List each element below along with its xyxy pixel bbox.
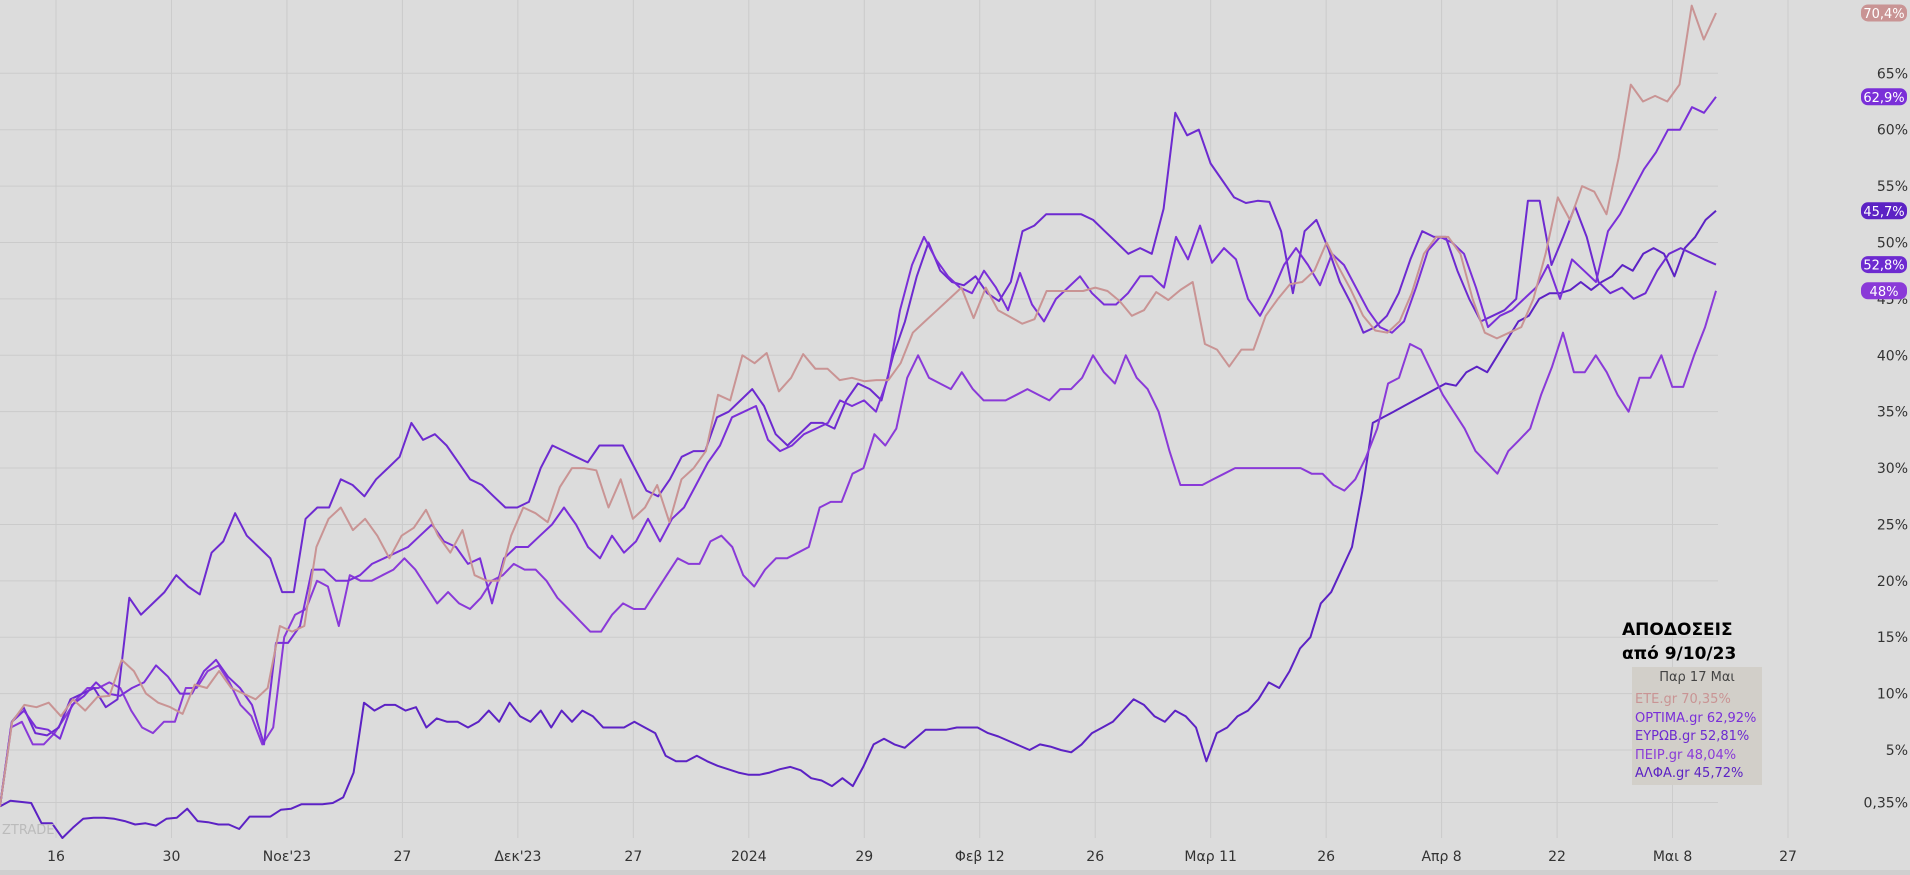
x-tick-label: 2024 [731, 849, 767, 865]
tooltip-row-peir: ΠΕΙΡ.gr 48,04% [1635, 747, 1737, 763]
tooltip-date: Παρ 17 Μαι [1659, 670, 1735, 685]
tooltip-row-optima: ΟΡΤΙΜΑ.gr 62,92% [1635, 710, 1757, 726]
y-tick-label: 0,35% [1864, 795, 1908, 811]
y-tick-label: 40% [1877, 348, 1908, 364]
x-tick-label: Μαι 8 [1653, 849, 1692, 865]
end-label-text: 62,9% [1863, 91, 1904, 106]
y-tick-label: 60% [1877, 123, 1908, 139]
x-tick-label: 22 [1548, 849, 1566, 865]
y-tick-label: 25% [1877, 517, 1908, 533]
x-axis-scrollbar[interactable] [0, 870, 1910, 875]
x-tick-label: Απρ 8 [1421, 849, 1461, 865]
x-tick-label: 26 [1317, 849, 1335, 865]
x-tick-label: 27 [1779, 849, 1797, 865]
tooltip-row-alfa: ΑΛΦΑ.gr 45,72% [1635, 766, 1744, 781]
series-line-0 [0, 4, 1717, 807]
series-line-4 [0, 210, 1717, 839]
y-tick-label: 20% [1877, 574, 1908, 590]
x-tick-label: Φεβ 12 [955, 849, 1005, 865]
series-end-labels: 70,4% 62,9% 45,7% 52,8% 48% [1861, 4, 1907, 300]
x-tick-label: 27 [393, 849, 411, 865]
x-axis-tick-labels: 16 30 Νοε'23 27 Δεκ'23 27 2024 29 Φεβ 12 26 Μαρ 11… [47, 849, 1797, 865]
horizontal-gridlines [0, 72, 1718, 803]
y-tick-label: 10% [1877, 687, 1908, 703]
series-line-1 [0, 96, 1717, 807]
tooltip-row-ete: ΕΤΕ.gr 70,35% [1635, 692, 1731, 707]
x-tick-label: 16 [47, 849, 65, 865]
y-axis-tick-labels: 0,35%5%10%15%20%25%30%35%40%45%50%55%60%… [1864, 66, 1908, 811]
y-tick-label: 55% [1877, 179, 1908, 195]
watermark: ZTRADE [2, 823, 54, 838]
x-tick-label: 26 [1086, 849, 1104, 865]
end-label-badge [1861, 88, 1907, 106]
end-label-badge [1861, 4, 1907, 22]
series-line-2 [0, 111, 1717, 807]
tooltip-row-eurob: ΕΥΡΩΒ.gr 52,81% [1635, 729, 1750, 744]
end-label-badge [1861, 202, 1907, 220]
end-label-badge [1861, 256, 1907, 274]
chart-title: ΑΠΟΔΟΣΕΙΣ από 9/10/23 [1622, 620, 1737, 664]
y-tick-label: 5% [1886, 743, 1908, 759]
x-tick-label: Μαρ 11 [1184, 849, 1236, 865]
x-tick-label: Νοε'23 [263, 849, 311, 865]
vertical-gridlines [55, 0, 1789, 838]
end-label-text: 48% [1870, 285, 1899, 300]
y-tick-label: 50% [1877, 235, 1908, 251]
y-tick-label: 35% [1877, 405, 1908, 421]
x-tick-label: 30 [163, 849, 181, 865]
series-lines [0, 4, 1717, 839]
end-label-badge [1861, 282, 1907, 300]
x-tick-label: 27 [624, 849, 642, 865]
end-label-text: 70,4% [1863, 7, 1904, 22]
end-label-text: 45,7% [1863, 205, 1904, 220]
y-tick-label: 65% [1877, 66, 1908, 82]
x-tick-label: Δεκ'23 [494, 849, 541, 865]
y-tick-label: 15% [1877, 630, 1908, 646]
x-tick-label: 29 [855, 849, 873, 865]
crosshair-tooltip: Παρ 17 Μαι ΕΤΕ.gr 70,35% ΟΡΤΙΜΑ.gr 62,92… [1632, 667, 1762, 785]
series-line-3 [0, 290, 1717, 807]
end-label-text: 52,8% [1863, 259, 1904, 274]
y-tick-label: 30% [1877, 461, 1908, 477]
